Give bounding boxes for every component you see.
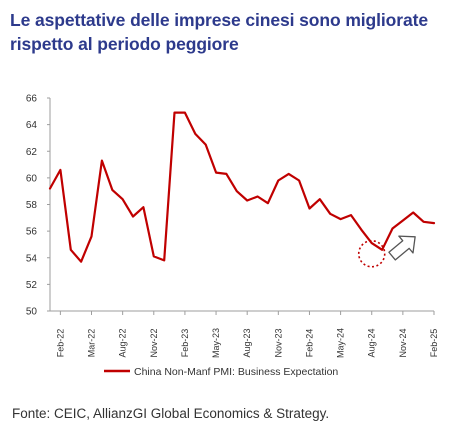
arrow-shape — [388, 235, 416, 261]
x-tick-label: May-24 — [336, 328, 346, 358]
y-tick-label: 64 — [26, 120, 38, 131]
x-tick-label: Aug-23 — [242, 328, 252, 357]
x-tick-label: Nov-23 — [273, 328, 283, 357]
y-tick-label: 52 — [26, 280, 38, 291]
y-tick-label: 54 — [26, 253, 38, 264]
title-line-1: Le aspettative delle imprese cinesi sono… — [10, 10, 428, 30]
chart-title: Le aspettative delle imprese cinesi sono… — [10, 8, 450, 56]
x-tick-label: Feb-24 — [304, 329, 314, 358]
up-right-arrow-icon — [388, 235, 416, 261]
y-tick-label: 56 — [26, 227, 38, 238]
y-tick-label: 58 — [26, 200, 38, 211]
x-tick-label: May-23 — [211, 328, 221, 358]
series-line — [48, 111, 436, 263]
x-tick-label: Aug-22 — [118, 328, 128, 357]
x-tick-label: Nov-22 — [149, 328, 159, 357]
y-tick-label: 60 — [26, 173, 38, 184]
y-tick-label: 66 — [26, 94, 38, 105]
y-tick-label: 50 — [26, 307, 38, 318]
x-tick-label: Feb-23 — [180, 329, 190, 358]
dotted-circle-annotation — [357, 239, 386, 268]
x-tick-label: Feb-22 — [55, 329, 65, 358]
y-tick-label: 62 — [26, 147, 38, 158]
x-tick-label: Aug-24 — [367, 328, 377, 357]
x-tick-label: Mar-22 — [87, 329, 97, 358]
x-tick-label: Nov-24 — [398, 328, 408, 357]
title-line-2: rispetto al periodo peggiore — [10, 34, 239, 54]
legend-label: China Non-Manf PMI: Business Expectation — [134, 366, 338, 378]
source-note: Fonte: CEIC, AllianzGI Global Economics … — [12, 406, 330, 421]
line-chart: 50 52 54 56 58 60 62 64 66 Feb-22 Mar-22 Aug-22 Nov-… — [26, 94, 439, 379]
x-tick-label: Feb-25 — [429, 329, 439, 358]
